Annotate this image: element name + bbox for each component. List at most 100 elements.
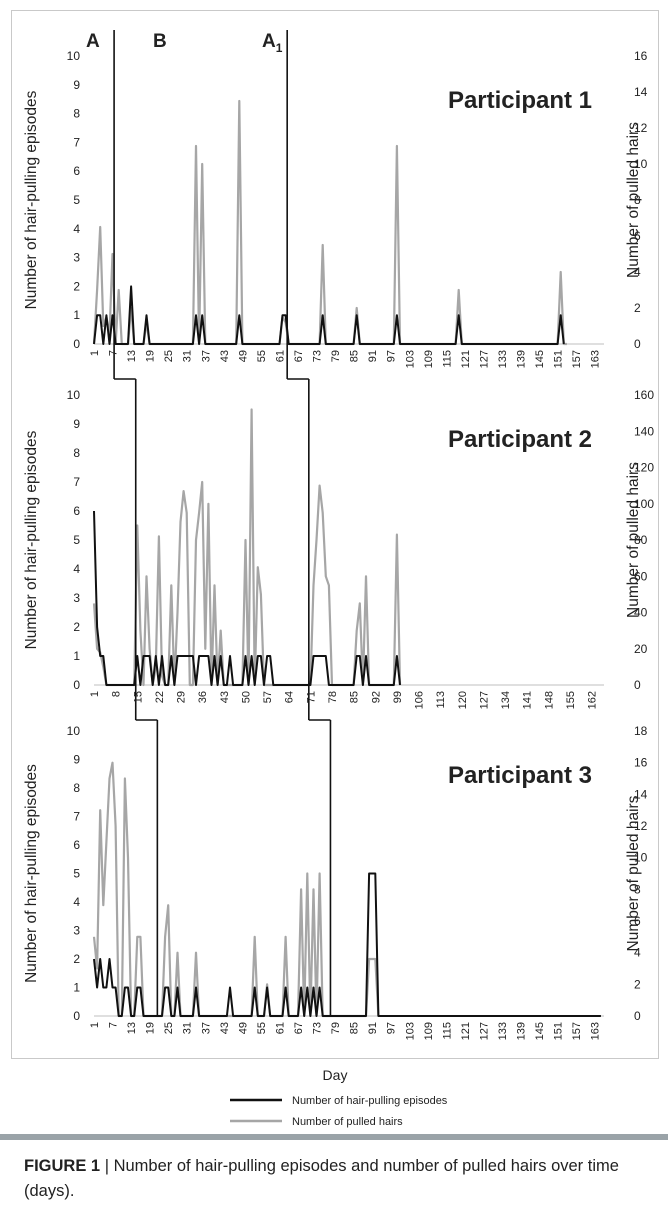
x-tick-label: 1 [89,691,101,697]
x-tick-label: 79 [330,350,342,362]
y-right-axis-title: Number of pulled hairs [625,122,642,278]
y-right-tick-label: 140 [634,424,654,438]
y-left-tick-label: 6 [73,838,80,852]
x-tick-label: 157 [571,1022,583,1040]
y-left-tick-label: 10 [67,388,81,402]
x-tick-label: 37 [200,350,212,362]
y-right-tick-label: 120 [634,461,654,475]
x-tick-label: 29 [176,691,188,703]
legend-label: Number of hair-pulling episodes [292,1095,448,1107]
y-left-axis-title: Number of hair-pulling episodes [23,430,40,649]
x-tick-label: 25 [163,350,175,362]
y-right-tick-label: 10 [634,851,648,865]
y-right-tick-label: 160 [634,388,654,402]
x-tick-label: 145 [534,1022,546,1040]
x-tick-label: 19 [145,1022,157,1034]
x-tick-label: 121 [460,350,472,368]
y-left-axis-title: Number of hair-pulling episodes [23,764,40,983]
panel-title: Participant 2 [448,426,592,453]
y-right-tick-label: 20 [634,642,648,656]
y-left-tick-label: 1 [73,981,80,995]
x-tick-label: 64 [284,691,296,703]
x-tick-label: 61 [274,1022,286,1034]
y-right-tick-label: 16 [634,49,648,63]
y-left-tick-label: 6 [73,164,80,178]
x-tick-label: 139 [516,350,528,368]
x-tick-label: 162 [587,691,599,709]
y-right-tick-label: 14 [634,787,648,801]
y-left-tick-label: 0 [73,678,80,692]
x-tick-label: 13 [126,1022,138,1034]
y-left-tick-label: 9 [73,78,80,92]
y-right-tick-label: 12 [634,819,648,833]
x-tick-label: 99 [392,691,404,703]
x-tick-label: 109 [423,350,435,368]
x-axis-title: Day [323,1067,348,1083]
x-tick-label: 8 [111,691,123,697]
y-left-tick-label: 7 [73,810,80,824]
y-right-axis-title: Number of pulled hairs [625,795,642,951]
x-tick-label: 50 [240,691,252,703]
x-tick-label: 15 [132,691,144,703]
x-tick-label: 97 [386,1022,398,1034]
x-tick-label: 163 [590,1022,602,1040]
x-tick-label: 37 [200,1022,212,1034]
x-tick-label: 43 [219,691,231,703]
y-left-tick-label: 3 [73,591,80,605]
x-tick-label: 113 [435,691,447,709]
caption-separator: | [104,1157,114,1175]
x-tick-label: 49 [237,1022,249,1034]
x-tick-label: 22 [154,691,166,703]
y-left-tick-label: 8 [73,781,80,795]
x-tick-label: 109 [423,1022,435,1040]
x-tick-label: 163 [590,350,602,368]
phase-label-a1: A1 [262,31,283,55]
x-tick-label: 127 [478,1022,490,1040]
y-right-tick-label: 80 [634,533,648,547]
x-tick-label: 127 [478,350,490,368]
y-left-tick-label: 1 [73,308,80,322]
panel-title: Participant 3 [448,762,592,789]
y-right-tick-label: 10 [634,157,648,171]
y-right-tick-label: 0 [634,678,641,692]
x-tick-label: 85 [349,1022,361,1034]
x-tick-label: 157 [571,350,583,368]
panel-title: Participant 1 [448,87,592,114]
y-left-tick-label: 9 [73,417,80,431]
y-left-axis-title: Number of hair-pulling episodes [23,90,40,309]
x-tick-label: 103 [404,350,416,368]
y-right-tick-label: 18 [634,724,648,738]
x-tick-label: 97 [386,350,398,362]
y-right-tick-label: 6 [634,229,641,243]
y-left-tick-label: 5 [73,193,80,207]
y-right-tick-label: 2 [634,301,641,315]
x-tick-label: 71 [305,691,317,703]
x-tick-label: 106 [414,691,426,709]
y-left-tick-label: 8 [73,107,80,121]
x-tick-label: 7 [108,1022,120,1028]
caption-text: Number of hair-pulling episodes and numb… [24,1157,619,1200]
x-tick-label: 148 [543,691,555,709]
y-right-tick-label: 8 [634,193,641,207]
x-tick-label: 134 [500,691,512,709]
x-tick-label: 73 [312,1022,324,1034]
chart-frame [11,10,659,1059]
series-episodes-line [93,510,401,686]
phase-label-b: B [153,31,167,52]
y-right-tick-label: 8 [634,882,641,896]
series-pulled-hairs-line [92,408,402,687]
y-right-tick-label: 2 [634,977,641,991]
x-tick-label: 120 [457,691,469,709]
x-tick-label: 141 [522,691,534,709]
x-tick-label: 78 [327,691,339,703]
x-tick-label: 121 [460,1022,472,1040]
x-tick-label: 55 [256,1022,268,1034]
x-tick-label: 79 [330,1022,342,1034]
y-left-tick-label: 6 [73,504,80,518]
x-tick-label: 13 [126,350,138,362]
series-pulled-hairs-line [92,761,380,1018]
y-left-tick-label: 9 [73,753,80,767]
x-tick-label: 73 [312,350,324,362]
y-left-tick-label: 0 [73,337,80,351]
